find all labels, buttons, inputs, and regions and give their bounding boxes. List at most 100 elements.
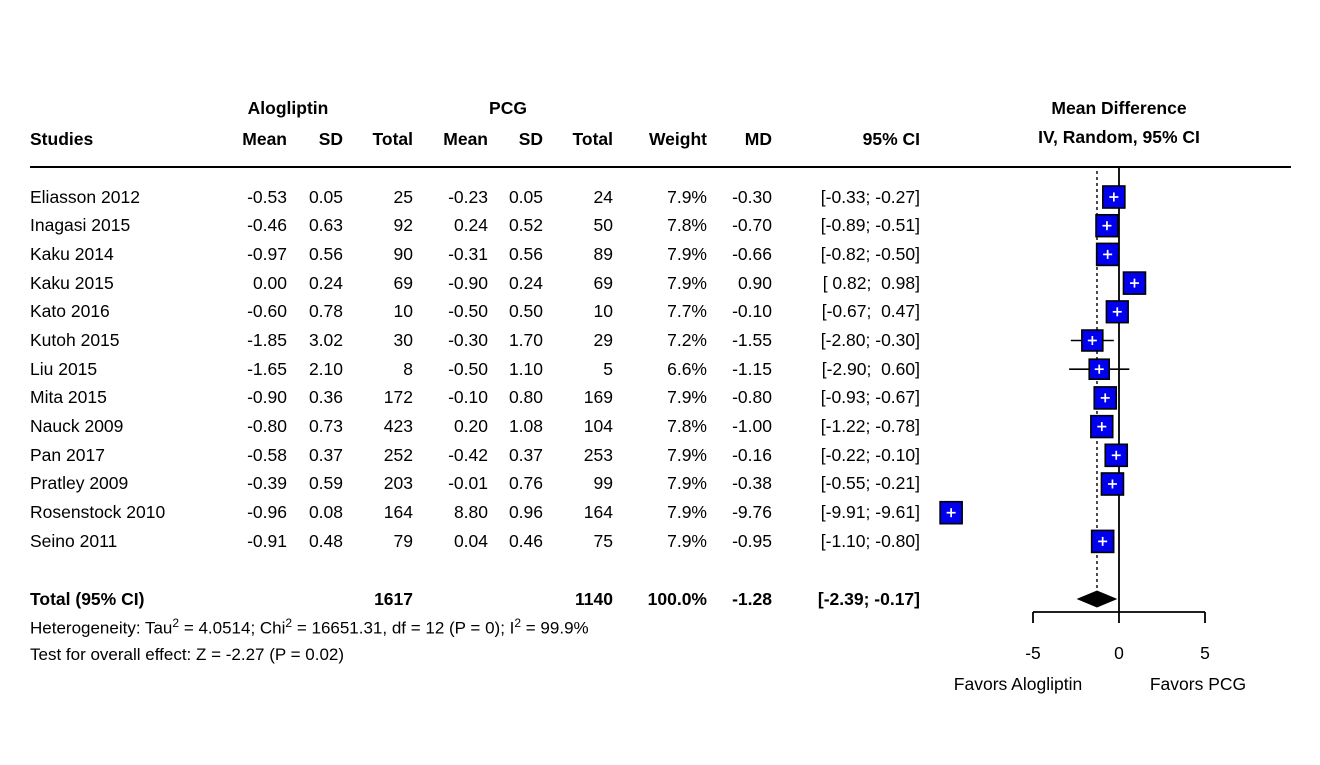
col-header-md: MD [744,129,772,149]
cell-total2: 89 [593,243,613,264]
cell-sd1: 0.73 [308,416,343,437]
cell-name: Nauck 2009 [30,416,124,437]
cell-weight: 7.9% [667,444,707,465]
cell-mean2: -0.23 [448,186,488,207]
cell-sd2: 1.08 [508,416,543,437]
cell-sd1: 0.78 [308,301,343,322]
cell-weight: 7.9% [667,473,707,494]
cell-total1: 79 [393,530,413,551]
cell-mean1: -1.85 [247,330,287,351]
cell-mean2: -0.42 [448,444,488,465]
cell-sd2: 0.76 [508,473,543,494]
summary-diamond [1076,590,1118,608]
cell-mean1: -0.80 [247,416,287,437]
cell-md: -0.66 [732,243,772,264]
cell-weight: 7.8% [667,416,707,437]
plot-title-line1: Mean Difference [1051,98,1187,118]
col-header-total-alogliptin: Total [372,129,413,149]
cell-name: Liu 2015 [30,358,98,379]
cell-name: Rosenstock 2010 [30,502,166,523]
col-header-weight: Weight [648,129,707,149]
cell-sd1: 0.24 [308,272,343,293]
cell-total1: 30 [393,330,413,351]
total-weight: 100.0% [647,588,707,609]
cell-weight: 7.9% [667,530,707,551]
study-row: Pan 2017 -0.58 0.37 252 -0.42 0.37 253 7.9% -0.1… [30,441,920,470]
cell-md: -0.95 [732,530,772,551]
cell-name: Inagasi 2015 [30,215,131,236]
x-axis-tick-label: -5 [1025,643,1041,663]
cell-ci: [-1.10; -0.80] [820,530,920,551]
cell-total2: 5 [603,358,613,379]
cell-mean1: -0.90 [247,387,287,408]
cell-mean1: -0.46 [247,215,287,236]
cell-total1: 172 [383,387,413,408]
cell-sd1: 3.02 [308,330,343,351]
cell-mean2: 0.04 [453,530,488,551]
cell-name: Kato 2016 [30,301,110,322]
study-row: Rosenstock 2010 -0.96 0.08 164 8.80 0.96 164 7.… [30,498,920,527]
cell-md: -9.76 [732,502,772,523]
cell-mean2: -0.31 [448,243,488,264]
cell-sd1: 0.63 [308,215,343,236]
cell-total2: 29 [593,330,613,351]
cell-sd1: 0.37 [308,444,343,465]
cell-name: Mita 2015 [30,387,107,408]
cell-weight: 7.9% [667,387,707,408]
cell-name: Pan 2017 [30,444,105,465]
cell-sd1: 0.56 [308,243,343,264]
study-row: Seino 2011 -0.91 0.48 79 0.04 0.46 75 7.9% -0.95… [30,527,920,556]
cell-total1: 92 [393,215,413,236]
cell-md: -0.70 [732,215,772,236]
cell-mean1: -0.53 [247,186,287,207]
cell-md: -0.16 [732,444,772,465]
cell-mean1: 0.00 [252,272,287,293]
cell-ci: [-0.55; -0.21] [820,473,920,494]
cell-sd2: 0.56 [508,243,543,264]
cell-mean1: -0.96 [247,502,287,523]
cell-total2: 69 [593,272,613,293]
cell-name: Kaku 2014 [30,243,114,264]
total-label: Total (95% CI) [30,588,145,609]
cell-ci: [-0.67; 0.47] [821,301,920,322]
plot-title-line2: IV, Random, 95% CI [1038,127,1200,147]
cell-total2: 24 [593,186,613,207]
cell-mean2: -0.30 [448,330,488,351]
cell-mean2: 0.20 [453,416,488,437]
cell-total2: 50 [593,215,613,236]
cell-total1: 25 [393,186,413,207]
total-n-alogliptin: 1617 [374,588,413,609]
cell-mean2: -0.01 [448,473,488,494]
study-rows: Eliasson 2012 -0.53 0.05 25 -0.23 0.05 24 7.9% -… [30,183,920,556]
study-row: Inagasi 2015 -0.46 0.63 92 0.24 0.52 50 7.8% -0.… [30,211,920,240]
cell-mean2: -0.50 [448,358,488,379]
col-header-mean-alogliptin: Mean [242,129,287,149]
cell-mean2: -0.50 [448,301,488,322]
cell-total1: 90 [393,243,413,264]
study-row: Kato 2016 -0.60 0.78 10 -0.50 0.50 10 7.7% -0.10… [30,297,920,326]
heterogeneity-text: Heterogeneity: Tau2 = 4.0514; Chi2 = 166… [30,616,589,638]
cell-sd2: 1.10 [508,358,543,379]
col-header-mean-pcg: Mean [443,129,488,149]
cell-md: -0.80 [732,387,772,408]
cell-ci: [ 0.82; 0.98] [822,272,920,293]
cell-total1: 164 [383,502,413,523]
cell-mean1: -0.97 [247,243,287,264]
cell-md: -0.38 [732,473,772,494]
cell-weight: 7.9% [667,502,707,523]
cell-ci: [-0.33; -0.27] [820,186,920,207]
cell-weight: 6.6% [667,358,707,379]
study-row: Pratley 2009 -0.39 0.59 203 -0.01 0.76 99 7.9% -… [30,469,920,498]
col-header-total-pcg: Total [572,129,613,149]
header-rule [30,166,1291,168]
cell-total2: 99 [593,473,613,494]
cell-weight: 7.2% [667,330,707,351]
cell-mean1: -0.58 [247,444,287,465]
cell-total2: 10 [593,301,613,322]
col-header-studies: Studies [30,129,94,149]
col-header-ci: 95% CI [862,129,920,149]
cell-ci: [-9.91; -9.61] [820,502,920,523]
group-header-pcg: PCG [489,98,527,118]
cell-ci: [-0.89; -0.51] [820,215,920,236]
